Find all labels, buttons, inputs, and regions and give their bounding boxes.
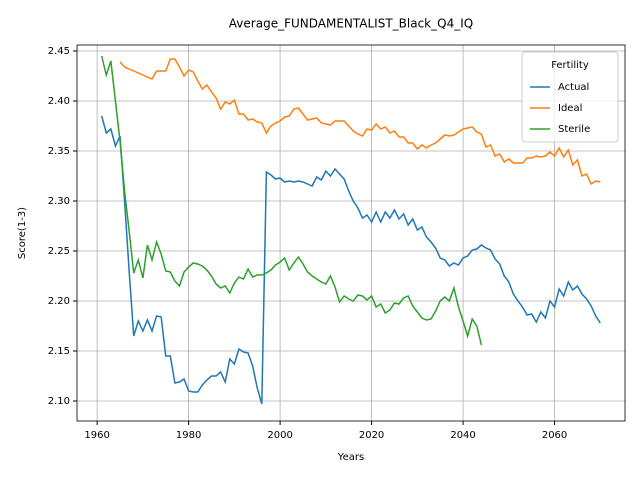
y-tick-label: 2.40 [48,96,70,107]
legend-label: Sterile [558,124,590,135]
x-tick-label: 2060 [542,430,567,441]
legend-label: Actual [558,82,589,93]
y-tick-label: 2.45 [48,46,70,57]
x-tick-label: 2020 [359,430,384,441]
y-tick-label: 2.30 [48,196,70,207]
x-axis-label: Years [337,452,364,463]
y-tick-label: 2.20 [48,296,70,307]
series-line [100,55,483,346]
x-tick-label: 1960 [84,430,109,441]
y-tick-label: 2.15 [48,346,70,357]
series-line [119,58,601,186]
series-line [100,115,601,405]
x-tick-label: 1980 [176,430,201,441]
x-tick-label: 2000 [267,430,292,441]
legend-label: Ideal [558,103,582,114]
y-tick-label: 2.10 [48,396,70,407]
x-tick-label: 2040 [450,430,475,441]
chart-title: Average_FUNDAMENTALIST_Black_Q4_IQ [229,17,473,31]
y-tick-label: 2.25 [48,246,70,257]
y-axis-label: Score(1-3) [17,207,28,259]
plot-frame [76,44,626,422]
y-tick-label: 2.35 [48,146,70,157]
legend-box [521,51,619,143]
legend-title: Fertility [551,60,589,71]
